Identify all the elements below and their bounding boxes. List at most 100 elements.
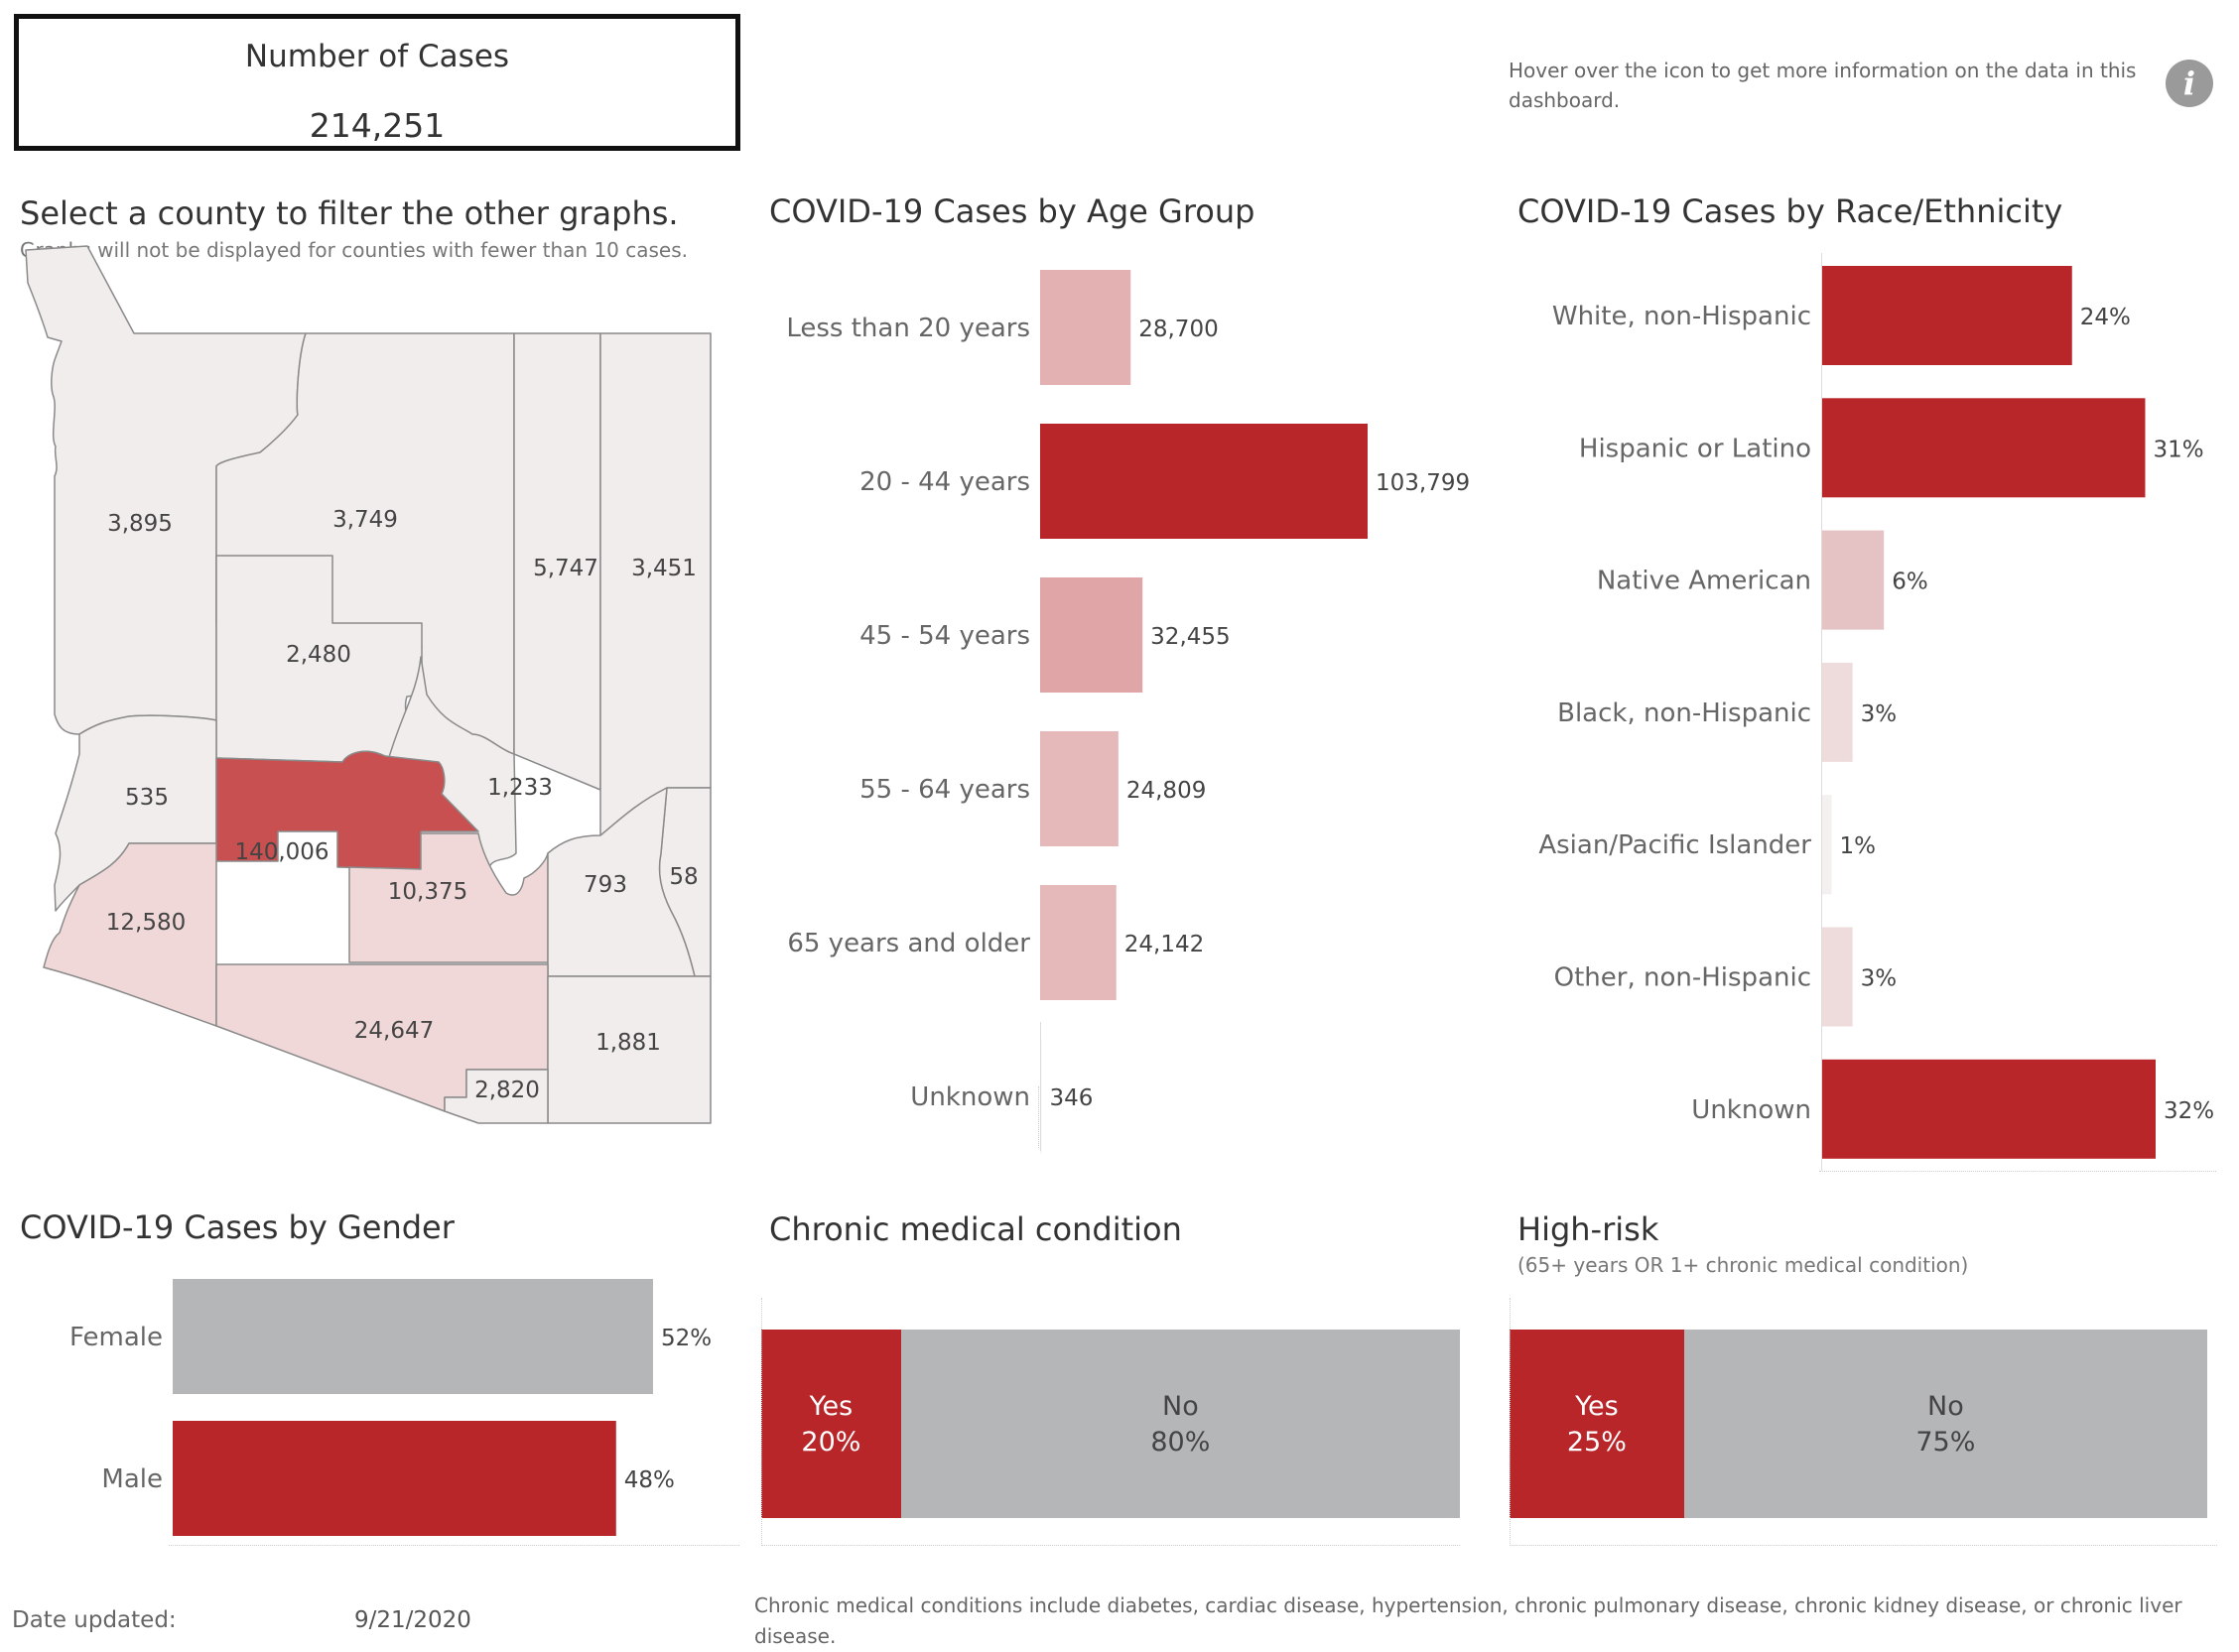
county-value-label: 2,480 <box>286 642 351 668</box>
category-label: Native American <box>1597 567 1811 596</box>
county-value-label: 24,647 <box>354 1018 434 1044</box>
county-map: 3,895 3,749 5,747 3,451 2,480 535 1,233 140,006… <box>25 245 712 1124</box>
date-updated-value: 9/21/2020 <box>354 1607 471 1633</box>
bar-white-non-hispanic[interactable] <box>1821 266 2072 365</box>
bar-20-44-years[interactable] <box>1040 424 1368 539</box>
divider <box>761 1298 763 1546</box>
race-ethnicity-chart: White, non-Hispanic 24% Hispanic or Latino… <box>1538 253 2214 1171</box>
category-label: Other, non-Hispanic <box>1554 963 1811 993</box>
value-label: 6% <box>1892 570 1928 595</box>
segment-no[interactable]: No 75% <box>1683 1330 2207 1518</box>
segment-label: No 75% <box>1684 1389 2207 1461</box>
county-value-label: 58 <box>669 864 698 890</box>
bar-45-54-years[interactable] <box>1040 577 1143 693</box>
segment-category: Yes <box>809 1391 854 1422</box>
value-label: 3% <box>1861 701 1898 727</box>
divider <box>1510 1545 2217 1547</box>
divider <box>761 1545 1460 1547</box>
value-label: 32,455 <box>1150 624 1230 650</box>
segment-value: 80% <box>1150 1427 1211 1458</box>
kpi-title: Number of Cases <box>244 39 510 74</box>
county-graham[interactable] <box>547 787 696 977</box>
value-label: 3% <box>1861 966 1898 992</box>
bar-native-american[interactable] <box>1821 530 1885 630</box>
segment-no[interactable]: No 80% <box>900 1330 1460 1518</box>
bar-55-64-years[interactable] <box>1040 731 1119 846</box>
highrisk-chart-title: High-risk <box>1517 1210 1659 1248</box>
category-label: Asian/Pacific Islander <box>1538 830 1811 860</box>
divider <box>1510 1298 1512 1546</box>
age-group-chart: Less than 20 years 28,700 20 - 44 years 103… <box>786 270 1470 1154</box>
category-label: Black, non-Hispanic <box>1557 699 1811 728</box>
county-value-label: 3,895 <box>107 511 173 537</box>
divider <box>1819 1171 2216 1173</box>
divider <box>169 1545 739 1547</box>
bar-other-non-hispanic[interactable] <box>1821 927 1853 1027</box>
gender-chart: Female 52% Male 48% <box>69 1279 712 1536</box>
segment-category: No <box>1162 1391 1199 1422</box>
segment-category: Yes <box>1575 1391 1619 1422</box>
value-label: 32% <box>2164 1098 2214 1124</box>
value-label: 48% <box>624 1467 675 1493</box>
value-label: 31% <box>2153 437 2203 462</box>
county-value-label: 10,375 <box>388 879 467 905</box>
age-chart-title: COVID-19 Cases by Age Group <box>769 192 1255 230</box>
segment-yes[interactable]: Yes 20% <box>761 1330 901 1518</box>
county-yuma[interactable] <box>43 842 217 1027</box>
kpi-value: 214,251 <box>309 106 446 145</box>
value-label: 24% <box>2080 305 2131 330</box>
segment-yes[interactable]: Yes 25% <box>1510 1330 1684 1518</box>
category-label: Male <box>101 1464 163 1494</box>
county-value-label: 2,820 <box>474 1078 540 1103</box>
value-label: 1% <box>1840 833 1877 859</box>
county-apache[interactable] <box>599 332 712 836</box>
county-value-label: 1,881 <box>595 1030 661 1056</box>
county-value-label: 793 <box>584 872 627 898</box>
category-label: 65 years and older <box>787 929 1030 958</box>
category-label: Hispanic or Latino <box>1579 434 1811 463</box>
chronic-chart-title: Chronic medical condition <box>769 1210 1182 1248</box>
bar-65-years-and-older[interactable] <box>1040 885 1117 1000</box>
county-value-label: 3,451 <box>631 556 697 581</box>
gender-chart-title: COVID-19 Cases by Gender <box>20 1208 455 1246</box>
category-label: 55 - 64 years <box>859 775 1030 805</box>
bar-female[interactable] <box>173 1279 653 1394</box>
category-label: Less than 20 years <box>786 314 1030 343</box>
value-label: 52% <box>661 1326 712 1351</box>
segment-value: 20% <box>801 1427 861 1458</box>
county-value-label: 12,580 <box>106 910 186 936</box>
county-value-label: 3,749 <box>332 507 398 533</box>
segment-label: No 80% <box>901 1389 1460 1461</box>
race-chart-title: COVID-19 Cases by Race/Ethnicity <box>1517 192 2063 230</box>
segment-value: 75% <box>1915 1427 1976 1458</box>
segment-value: 25% <box>1566 1427 1627 1458</box>
category-label: 45 - 54 years <box>859 621 1030 651</box>
value-label: 103,799 <box>1376 470 1470 496</box>
bar-hispanic-or-latino[interactable] <box>1821 398 2146 498</box>
segment-label: Yes 20% <box>761 1389 901 1461</box>
map-labels: 3,895 3,749 5,747 3,451 2,480 535 1,233 140,006… <box>106 507 699 1103</box>
chronic-conditions-footnote: Chronic medical conditions include diabe… <box>754 1593 2182 1648</box>
value-label: 24,142 <box>1124 932 1204 957</box>
county-value-label: 535 <box>125 785 169 811</box>
kpi-card: Number of Cases 214,251 <box>14 14 740 151</box>
map-title: Select a county to filter the other grap… <box>20 194 679 232</box>
county-santacruz[interactable] <box>444 1069 549 1124</box>
info-icon[interactable]: i <box>2166 60 2213 107</box>
category-label: Female <box>69 1323 163 1352</box>
county-value-label: 5,747 <box>533 556 598 581</box>
category-label: Unknown <box>910 1082 1030 1112</box>
value-label: 346 <box>1050 1085 1094 1111</box>
value-label: 24,809 <box>1126 778 1206 804</box>
bar-unknown[interactable] <box>1821 1059 2156 1159</box>
date-updated-label: Date updated: <box>12 1607 177 1633</box>
bar-asian-pacific-islander[interactable] <box>1821 795 1832 895</box>
bar-male[interactable] <box>173 1421 616 1536</box>
divider <box>1038 1086 1040 1148</box>
value-label: 28,700 <box>1138 317 1218 342</box>
category-label: White, non-Hispanic <box>1552 302 1811 331</box>
bar-black-non-hispanic[interactable] <box>1821 662 1853 762</box>
county-value-label: 1,233 <box>487 775 553 801</box>
segment-label: Yes 25% <box>1510 1389 1684 1461</box>
bar-less-than-20-years[interactable] <box>1040 270 1131 385</box>
